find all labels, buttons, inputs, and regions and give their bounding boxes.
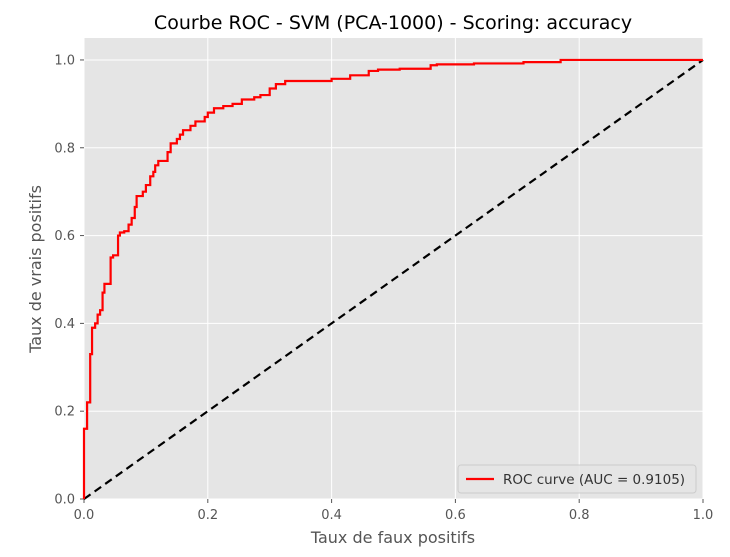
series-layer bbox=[82, 58, 704, 500]
y-tick-label: 0.2 bbox=[54, 405, 75, 420]
y-tick-label: 0.4 bbox=[54, 317, 75, 332]
x-axis-label: Taux de faux positifs bbox=[310, 528, 475, 547]
ticks: 0.0 0.2 0.4 0.6 0.8 1.0 0.0 0.2 0.4 0.6 0.8 1.0 bbox=[54, 53, 713, 523]
x-tick-label: 0.4 bbox=[321, 508, 342, 523]
y-tick-label: 0.8 bbox=[54, 141, 75, 156]
legend-box bbox=[457, 464, 697, 494]
x-tick-label: 0.6 bbox=[445, 508, 466, 523]
y-tick-label: 0.0 bbox=[54, 493, 75, 508]
grid bbox=[83, 38, 704, 500]
legend: ROC curve (AUC = 0.9105) bbox=[457, 464, 697, 494]
roc-curve-line bbox=[82, 58, 703, 499]
x-tick-label: 0.0 bbox=[74, 508, 95, 523]
x-tick-label: 0.8 bbox=[569, 508, 590, 523]
random-classifier-diagonal bbox=[83, 59, 704, 500]
legend-label: ROC curve (AUC = 0.9105) bbox=[503, 472, 685, 488]
y-tick-label: 1.0 bbox=[54, 53, 75, 68]
x-tick-label: 1.0 bbox=[693, 508, 714, 523]
plot-area bbox=[84, 38, 703, 499]
chart-title: Courbe ROC - SVM (PCA-1000) - Scoring: a… bbox=[154, 12, 632, 34]
y-tick-label: 0.6 bbox=[54, 229, 75, 244]
y-axis-label: Taux de vrais positifs bbox=[26, 185, 45, 354]
x-tick-label: 0.2 bbox=[197, 508, 218, 523]
